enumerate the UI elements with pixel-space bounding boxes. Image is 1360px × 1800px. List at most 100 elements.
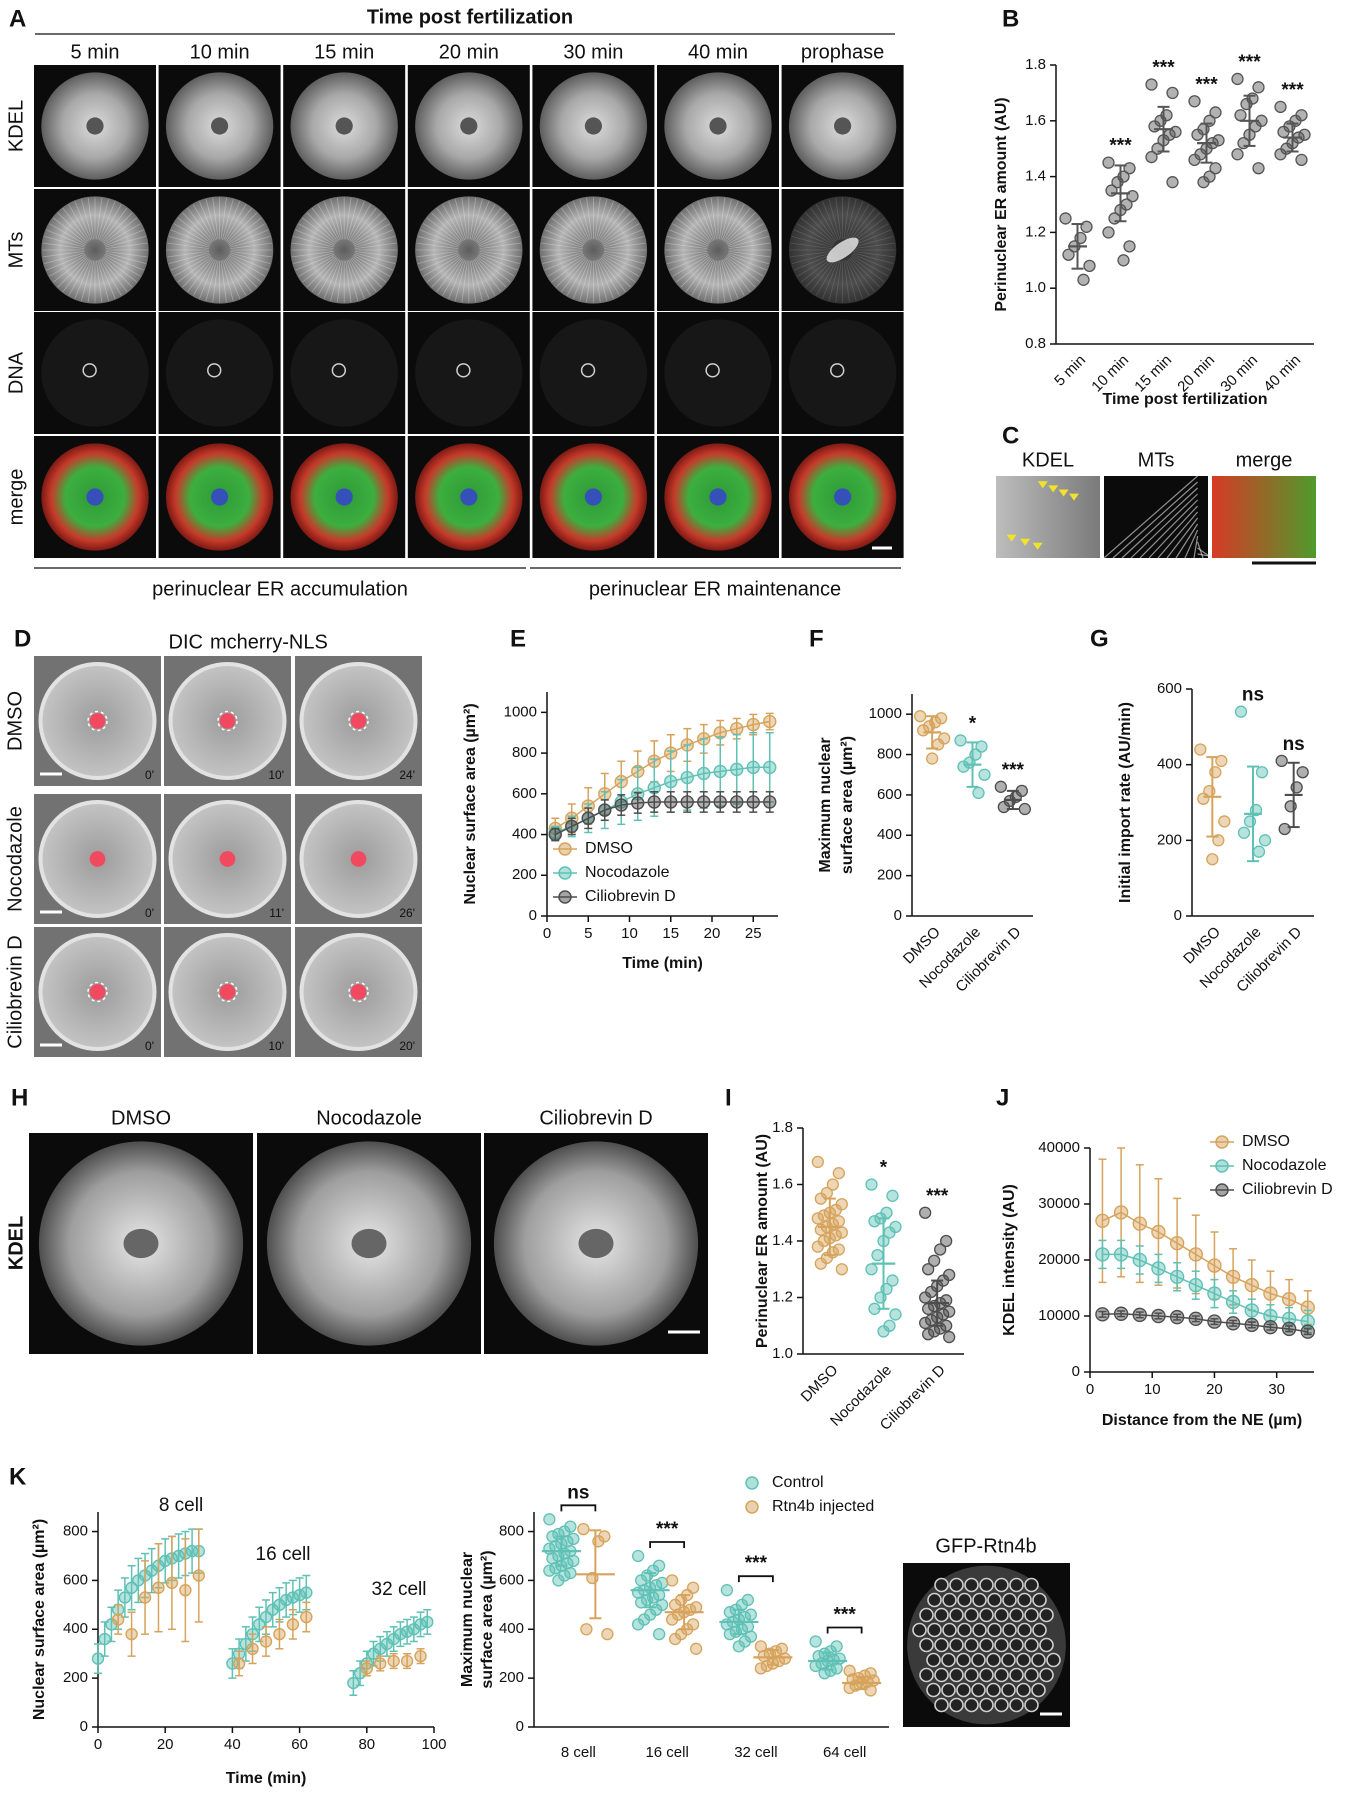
- data-point: [832, 1167, 845, 1180]
- timestamp: 10': [268, 768, 284, 782]
- y-tick-label: 400: [512, 826, 537, 843]
- y-tick-label: 400: [1157, 756, 1182, 773]
- micrograph: [407, 65, 530, 187]
- data-point: [680, 770, 694, 785]
- microtubule: [478, 229, 518, 247]
- microtubule: [727, 229, 767, 247]
- microtubule: [843, 260, 850, 303]
- microtubule: [822, 201, 839, 241]
- data-point: [746, 760, 760, 775]
- data-point: [580, 1623, 593, 1636]
- data-point: [1132, 1252, 1147, 1268]
- nucleus: [211, 488, 229, 506]
- x-tick-label: 64 cell: [823, 1744, 866, 1761]
- data-point: [917, 724, 930, 737]
- cell: [41, 196, 149, 304]
- microtubule: [721, 201, 739, 241]
- data-point: [1191, 128, 1204, 141]
- microtubule: [46, 229, 86, 247]
- microtubule: [672, 255, 709, 277]
- y-tick-label: 800: [499, 1523, 524, 1540]
- microtubule: [597, 259, 614, 299]
- microtubule: [352, 256, 387, 283]
- cell: [1016, 1652, 1031, 1668]
- legend-marker: [558, 890, 572, 904]
- microtubule: [601, 217, 636, 244]
- microtubule: [349, 204, 371, 241]
- microtubule: [351, 257, 382, 288]
- cell: [1039, 1667, 1054, 1683]
- microtubule: [97, 199, 110, 240]
- data-point: [978, 768, 991, 781]
- cell: [934, 1607, 949, 1623]
- microtubule: [697, 201, 715, 241]
- microtubule: [44, 235, 85, 248]
- data-point: [631, 796, 645, 810]
- data-point: [1188, 95, 1201, 108]
- microtubule: [676, 217, 710, 244]
- microtubule: [476, 257, 507, 288]
- microtubule: [346, 199, 359, 240]
- microtubule: [100, 259, 122, 296]
- cell: [964, 1697, 979, 1713]
- microtubule: [805, 212, 836, 243]
- microtubule: [323, 259, 341, 299]
- microtubule: [479, 235, 520, 248]
- data-point: [152, 1581, 165, 1594]
- microtubule: [416, 242, 459, 249]
- arrowhead: [1020, 538, 1031, 546]
- legend-marker: [1215, 1135, 1229, 1149]
- data-point: [1207, 1314, 1222, 1329]
- y-tick-label: 400: [499, 1620, 524, 1637]
- data-point: [1278, 822, 1291, 836]
- x-tick-label: 60: [291, 1736, 308, 1753]
- microtubule: [602, 255, 640, 277]
- microtubule: [1103, 475, 1198, 559]
- cell: [1009, 1697, 1024, 1713]
- microtubule: [105, 235, 146, 248]
- panel-label: I: [725, 1084, 732, 1111]
- microtubule: [1184, 529, 1199, 559]
- annotation: 8 cell: [159, 1495, 203, 1516]
- y-tick-label: 1.6: [772, 1175, 793, 1192]
- data-point: [387, 1654, 400, 1668]
- legend-marker: [745, 1476, 759, 1490]
- y-tick-label: 800: [512, 744, 537, 761]
- data-point: [746, 717, 760, 732]
- microtubule: [420, 253, 460, 271]
- data-point: [1244, 1303, 1259, 1318]
- image-background: [996, 476, 1100, 558]
- nucleus-outline: [348, 710, 369, 732]
- microtubule: [471, 260, 483, 301]
- legend-marker: [1215, 1183, 1229, 1197]
- microtubule: [810, 258, 837, 292]
- data-point: [1166, 176, 1179, 189]
- microtubule: [685, 208, 712, 242]
- data-point: [374, 1657, 387, 1670]
- microtubule: [725, 212, 756, 243]
- microtubule: [477, 223, 515, 245]
- significance-label: ***: [1002, 760, 1025, 781]
- y-tick-label: 200: [1157, 831, 1182, 848]
- nucleus: [207, 363, 222, 378]
- timestamp: 10': [268, 1039, 284, 1053]
- microtubule: [223, 201, 241, 241]
- x-tick-label: 20: [704, 925, 721, 942]
- microtubule: [1139, 499, 1199, 559]
- data-point: [360, 1662, 373, 1675]
- cell: [919, 1667, 934, 1683]
- data-point: [1206, 853, 1219, 866]
- data-point: [598, 803, 612, 817]
- microtubule: [1148, 505, 1199, 559]
- nucleus: [89, 984, 106, 1000]
- data-point: [713, 764, 727, 779]
- nucleus: [331, 363, 347, 378]
- y-tick-label: 1.0: [772, 1345, 793, 1362]
- x-tick-label: 0: [94, 1736, 102, 1753]
- y-tick-label: 1.2: [1025, 223, 1046, 240]
- microtubule: [229, 252, 271, 265]
- nucleus: [350, 984, 367, 1000]
- significance-label: ***: [1281, 80, 1304, 101]
- microtubule: [436, 208, 463, 242]
